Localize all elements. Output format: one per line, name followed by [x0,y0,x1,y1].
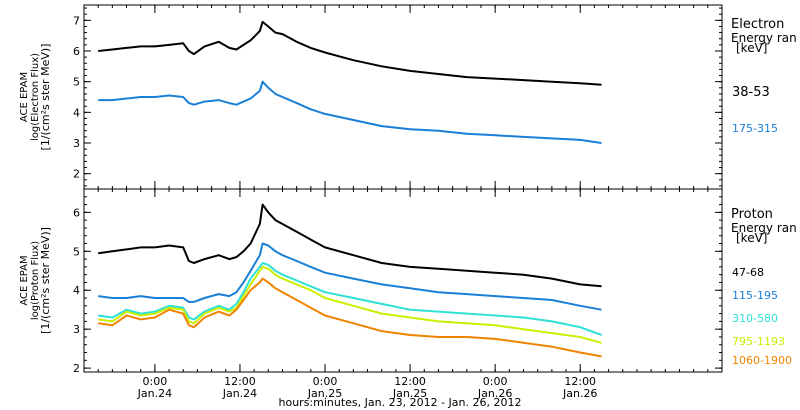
x-tick-label: 0:00 [483,375,508,388]
legend-title-line: Energy ran [731,221,797,235]
y-axis-label-line: log(Electron Flux) [30,53,41,141]
y-tick-label: 3 [73,323,80,336]
series-line-1060-1900 [98,277,602,358]
legend-entry-795-1193: 795-1193 [732,335,785,348]
panel-proton: 234560:00Jan.2412:00Jan.240:00Jan.2512:0… [19,188,797,400]
legend-entry-1060-1900: 1060-1900 [732,354,792,367]
series-line-38-53 [98,20,602,86]
x-tick-date-label: Jan.24 [222,387,257,400]
legend-title-line: [keV] [736,41,767,55]
y-tick-label: 4 [73,106,80,119]
y-axis-label-line: ACE EPAM [19,255,30,305]
series-line-47-68 [98,203,602,288]
legend-title-line: Proton [731,207,773,222]
x-axis-label: hours:minutes, Jan. 23, 2012 - Jan. 26, … [279,396,522,409]
series-line-115-195 [98,242,602,311]
y-axis-label-line: [1/(cm²s ster MeV)] [39,227,52,334]
legend-entry-38-53: 38-53 [732,85,770,100]
y-tick-label: 2 [73,362,80,375]
plot-frame [83,188,723,373]
y-tick-label: 3 [73,137,80,150]
y-tick-label: 6 [73,206,80,219]
y-tick-label: 4 [73,284,80,297]
y-tick-label: 2 [73,168,80,181]
y-tick-label: 5 [73,76,80,89]
x-tick-label: 0:00 [143,375,168,388]
x-tick-label: 12:00 [224,375,256,388]
series-line-310-580 [98,262,602,336]
panel-electron: 2 3 4 5 6 7 ACE EPAM log(Electron Flux)[1/(cm²s… [19,4,797,190]
x-tick-date-label: Jan.26 [562,387,597,400]
legend-entry-310-580: 310-580 [732,312,778,325]
legend-title-line: [keV] [736,231,767,245]
y-tick-label: 6 [73,45,80,58]
series-line-175-315 [98,80,602,144]
legend-entry-47-68: 47-68 [732,266,764,279]
x-tick-date-label: Jan.25 [307,387,342,400]
x-tick-label: 12:00 [394,375,426,388]
x-tick-date-label: Jan.24 [137,387,172,400]
x-tick-label: 12:00 [564,375,596,388]
x-tick-date-label: Jan.25 [392,387,427,400]
legend-title-line: Energy ran [731,31,797,45]
x-tick-date-label: Jan.26 [477,387,512,400]
y-axis-label-line: log(Proton Flux) [30,241,41,320]
series-line-795-1193 [98,265,602,344]
y-tick-label: 5 [73,245,80,258]
y-axis-label-line: [1/(cm²s ster MeV)] [39,44,52,151]
legend-entry-175-315: 175-315 [732,122,778,135]
legend-entry-115-195: 115-195 [732,289,778,302]
x-tick-label: 0:00 [313,375,338,388]
y-axis-label-line: ACE EPAM [19,72,30,122]
y-tick-label: 7 [73,14,80,27]
legend-title-line: Electron [731,17,784,32]
